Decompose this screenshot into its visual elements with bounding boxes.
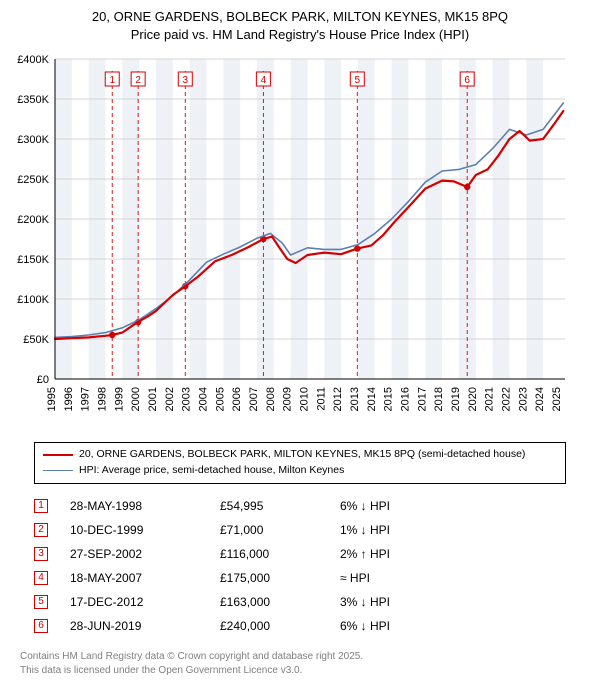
table-row: 6 28-JUN-2019£240,0006% ↓ HPI: [34, 614, 566, 638]
transaction-price: £54,995: [220, 499, 340, 513]
legend-swatch: [43, 470, 73, 471]
svg-text:4: 4: [261, 75, 267, 86]
transaction-delta: 3% ↓ HPI: [340, 595, 460, 609]
svg-text:1997: 1997: [80, 387, 92, 411]
title-line-2: Price paid vs. HM Land Registry's House …: [10, 26, 590, 44]
svg-text:2008: 2008: [265, 387, 277, 411]
svg-text:2018: 2018: [433, 387, 445, 411]
svg-text:2022: 2022: [500, 387, 512, 411]
transaction-date: 28-JUN-2019: [70, 619, 220, 633]
svg-text:2001: 2001: [147, 387, 159, 411]
svg-text:£150K: £150K: [17, 254, 49, 266]
transaction-marker: 2: [34, 523, 48, 537]
svg-text:6: 6: [464, 75, 470, 86]
svg-text:2021: 2021: [484, 387, 496, 411]
transaction-delta: 6% ↓ HPI: [340, 499, 460, 513]
table-row: 3 27-SEP-2002£116,0002% ↑ HPI: [34, 542, 566, 566]
svg-text:2003: 2003: [181, 387, 193, 411]
svg-text:2015: 2015: [383, 387, 395, 411]
transaction-date: 18-MAY-2007: [70, 571, 220, 585]
svg-text:2023: 2023: [517, 387, 529, 411]
svg-text:£350K: £350K: [17, 94, 49, 106]
svg-text:2012: 2012: [332, 387, 344, 411]
transaction-marker: 1: [34, 499, 48, 513]
transaction-price: £116,000: [220, 547, 340, 561]
svg-text:2020: 2020: [467, 387, 479, 411]
svg-text:2002: 2002: [164, 387, 176, 411]
svg-text:1: 1: [109, 75, 115, 86]
svg-text:2: 2: [135, 75, 141, 86]
transaction-date: 17-DEC-2012: [70, 595, 220, 609]
svg-text:£250K: £250K: [17, 174, 49, 186]
transaction-price: £240,000: [220, 619, 340, 633]
svg-text:£300K: £300K: [17, 134, 49, 146]
legend-item: HPI: Average price, semi-detached house,…: [43, 463, 557, 479]
svg-text:2004: 2004: [197, 387, 209, 411]
svg-text:2006: 2006: [231, 387, 243, 411]
transaction-table: 128-MAY-1998£54,9956% ↓ HPI210-DEC-1999£…: [34, 494, 566, 638]
svg-text:£0: £0: [37, 374, 49, 386]
footnote: Contains HM Land Registry data © Crown c…: [20, 650, 580, 678]
svg-text:1995: 1995: [46, 387, 58, 411]
table-row: 4 18-MAY-2007£175,000≈ HPI: [34, 566, 566, 590]
svg-text:2011: 2011: [315, 387, 327, 411]
legend: 20, ORNE GARDENS, BOLBECK PARK, MILTON K…: [34, 442, 566, 484]
legend-swatch: [43, 454, 73, 456]
transaction-marker: 4: [34, 571, 48, 585]
legend-label: 20, ORNE GARDENS, BOLBECK PARK, MILTON K…: [79, 447, 525, 463]
legend-label: HPI: Average price, semi-detached house,…: [79, 463, 344, 479]
legend-item: 20, ORNE GARDENS, BOLBECK PARK, MILTON K…: [43, 447, 557, 463]
transaction-delta: 2% ↑ HPI: [340, 547, 460, 561]
transaction-date: 28-MAY-1998: [70, 499, 220, 513]
svg-text:2016: 2016: [399, 387, 411, 411]
svg-text:2009: 2009: [282, 387, 294, 411]
svg-text:2005: 2005: [214, 387, 226, 411]
svg-text:3: 3: [182, 75, 188, 86]
svg-text:£200K: £200K: [17, 214, 49, 226]
svg-text:2010: 2010: [298, 387, 310, 411]
price-chart: £0 £50K £100K £150K £200K £250K £300K £350K £400…: [10, 49, 590, 434]
svg-text:2007: 2007: [248, 387, 260, 411]
transaction-marker: 6: [34, 619, 48, 633]
svg-text:2014: 2014: [366, 387, 378, 411]
svg-text:2019: 2019: [450, 387, 462, 411]
transaction-delta: 1% ↓ HPI: [340, 523, 460, 537]
svg-text:1999: 1999: [113, 387, 125, 411]
svg-text:£100K: £100K: [17, 294, 49, 306]
table-row: 5 17-DEC-2012£163,0003% ↓ HPI: [34, 590, 566, 614]
svg-text:2024: 2024: [534, 387, 546, 411]
svg-text:2017: 2017: [416, 387, 428, 411]
transaction-marker: 3: [34, 547, 48, 561]
transaction-price: £175,000: [220, 571, 340, 585]
transaction-date: 27-SEP-2002: [70, 547, 220, 561]
transaction-delta: ≈ HPI: [340, 571, 460, 585]
transaction-delta: 6% ↓ HPI: [340, 619, 460, 633]
transaction-price: £71,000: [220, 523, 340, 537]
transaction-marker: 5: [34, 595, 48, 609]
svg-text:1998: 1998: [96, 387, 108, 411]
chart-title: 20, ORNE GARDENS, BOLBECK PARK, MILTON K…: [10, 8, 590, 43]
svg-text:2013: 2013: [349, 387, 361, 411]
svg-text:£50K: £50K: [23, 334, 49, 346]
transaction-price: £163,000: [220, 595, 340, 609]
svg-text:£400K: £400K: [17, 54, 49, 66]
table-row: 2 10-DEC-1999£71,0001% ↓ HPI: [34, 518, 566, 542]
table-row: 1 28-MAY-1998£54,9956% ↓ HPI: [34, 494, 566, 518]
footnote-line-2: This data is licensed under the Open Gov…: [20, 664, 580, 678]
svg-text:2025: 2025: [551, 387, 563, 411]
svg-text:2000: 2000: [130, 387, 142, 411]
svg-text:1996: 1996: [63, 387, 75, 411]
title-line-1: 20, ORNE GARDENS, BOLBECK PARK, MILTON K…: [10, 8, 590, 26]
transaction-date: 10-DEC-1999: [70, 523, 220, 537]
footnote-line-1: Contains HM Land Registry data © Crown c…: [20, 650, 580, 664]
svg-text:5: 5: [355, 75, 361, 86]
